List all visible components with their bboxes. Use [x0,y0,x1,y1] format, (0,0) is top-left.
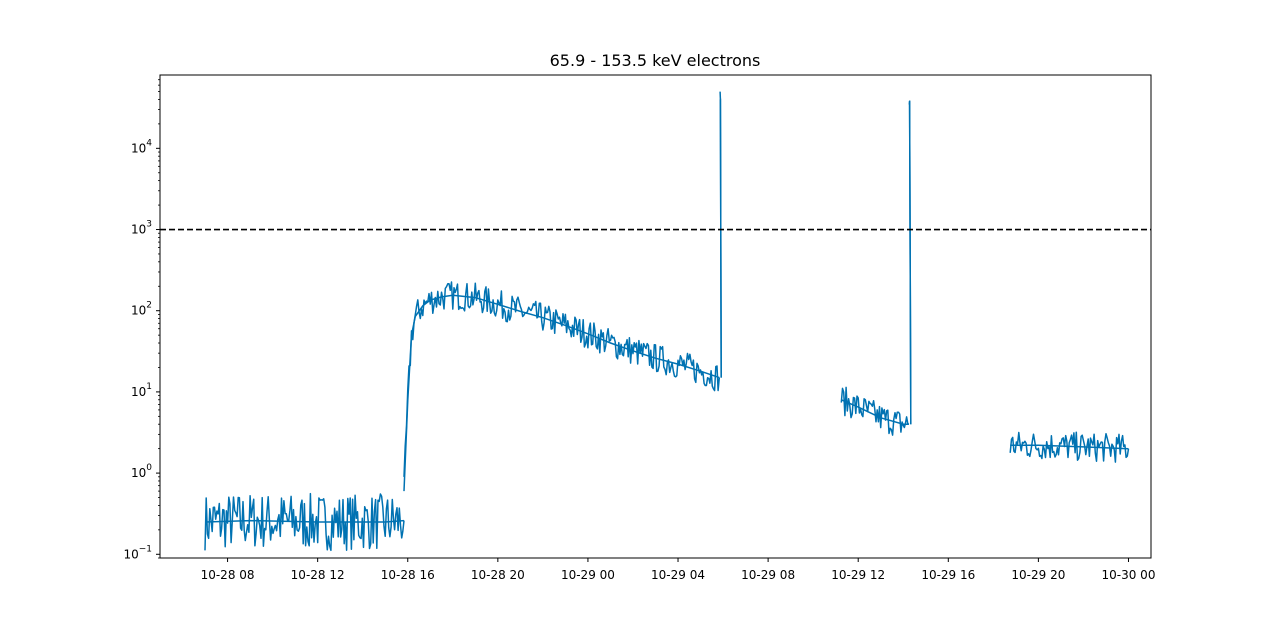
data-layer [204,91,1130,552]
x-tick-label: 10-28 16 [381,568,435,582]
x-tick-label: 10-28 08 [201,568,255,582]
y-tick-label: 103 [131,220,152,237]
y-tick-label: 102 [131,301,152,318]
x-tick-label: 10-29 12 [831,568,885,582]
series-trace-envelope [1010,444,1129,450]
x-tick-label: 10-30 00 [1102,568,1156,582]
y-tick-label: 104 [131,138,152,155]
x-tick-label: 10-29 00 [561,568,615,582]
x-tick-label: 10-29 08 [741,568,795,582]
series-trace-envelope [204,519,405,523]
y-tick-label: 101 [131,382,152,399]
series-trace-segment [403,281,721,477]
plot-frame [159,74,1152,559]
x-tick-label: 10-28 20 [471,568,525,582]
series-trace-envelope [908,100,912,425]
chart-title: 65.9 - 153.5 keV electrons [550,51,761,70]
y-tick-label: 100 [131,463,152,480]
x-tick-label: 10-29 16 [921,568,975,582]
x-tick-label: 10-28 12 [291,568,345,582]
y-tick-label: 10−1 [123,544,152,561]
series-trace-segment [840,386,910,436]
y-axis: 10−1 100 101 102 103 104 [123,79,160,561]
series-trace-envelope [403,294,720,492]
series-trace-segment [204,492,405,552]
series-trace-envelope [719,98,722,378]
series-trace-envelope [841,399,909,425]
x-tick-label: 10-29 04 [651,568,705,582]
x-axis: 10-28 08 10-28 12 10-28 16 10-28 20 10-29 00… [201,558,1156,582]
series-trace-segment [1009,431,1130,463]
x-tick-label: 10-29 20 [1011,568,1065,582]
